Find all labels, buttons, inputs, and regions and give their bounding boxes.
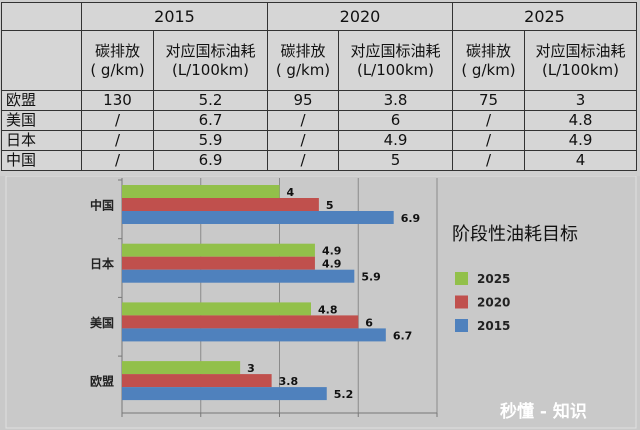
value-cell: /	[452, 130, 525, 151]
header-text: (L/100km)	[171, 60, 250, 79]
value-cell: 130	[81, 90, 154, 111]
table-row: 美国/6.7/6/4.8	[1, 110, 637, 131]
value-cell: 95	[267, 90, 339, 111]
bar-2025	[122, 243, 315, 257]
value-cell: 75	[452, 90, 525, 111]
header-text: 对应国标油耗	[165, 41, 256, 60]
value-cell: 3	[524, 90, 637, 111]
bar-2020	[122, 374, 272, 388]
data-label: 4.9	[322, 258, 342, 271]
fuel-consumption-header: 对应国标油耗 (L/100km)	[524, 30, 637, 91]
value-cell: 5.2	[153, 90, 268, 111]
value-cell: 3.8	[338, 90, 453, 111]
header-text: ( g/km)	[461, 60, 516, 79]
value-cell: /	[452, 110, 525, 131]
fuel-target-table: 2015 2020 2025 碳排放( g/km) 对应国标油耗 (L/100km)…	[1, 2, 637, 171]
watermark: 秒懂 - 知识	[500, 401, 587, 422]
bar-2015	[122, 211, 394, 224]
bar-2015	[122, 328, 386, 342]
table-row: 日本/5.9/4.9/4.9	[1, 130, 637, 151]
value-cell: 6	[338, 110, 453, 131]
value-cell: /	[267, 130, 339, 151]
fuel-consumption-header: 对应国标油耗 (L/100km)	[338, 30, 453, 91]
year-header: 2020	[267, 2, 453, 31]
fuel-consumption-header: 对应国标油耗 (L/100km)	[153, 30, 268, 91]
bar-2020	[122, 198, 319, 211]
header-text: ( g/km)	[275, 60, 331, 79]
header-text: (L/100km)	[541, 60, 620, 79]
category-label: 欧盟	[90, 374, 114, 389]
carbon-emission-header: 碳排放( g/km)	[267, 30, 339, 91]
chart-border	[5, 176, 637, 429]
bar-2025	[122, 361, 241, 375]
header-text: ( g/km)	[90, 60, 145, 79]
bar-2025	[122, 302, 311, 316]
table-row: 中国/6.9/5/4	[1, 150, 637, 171]
data-label: 3	[247, 362, 255, 375]
corner-cell	[1, 2, 82, 31]
data-label: 5	[326, 199, 334, 212]
data-label: 3.8	[279, 375, 299, 388]
region-cell: 日本	[1, 130, 82, 151]
value-cell: 4.9	[338, 130, 453, 151]
data-label: 6.7	[393, 329, 413, 342]
bar-2020	[122, 315, 359, 329]
carbon-emission-header: 碳排放( g/km)	[452, 30, 525, 91]
legend-label: 2020	[477, 296, 510, 310]
bar-2025	[122, 185, 280, 198]
value-cell: 4.9	[524, 130, 637, 151]
value-cell: /	[267, 150, 339, 171]
legend-swatch-2025	[455, 272, 468, 285]
bar-2015	[122, 387, 327, 401]
category-label: 美国	[90, 315, 114, 330]
year-header: 2015	[81, 2, 268, 31]
data-label: 4.9	[322, 245, 342, 258]
header-text: 碳排放	[280, 41, 326, 60]
value-cell: 5	[338, 150, 453, 171]
value-cell: 6.7	[153, 110, 268, 131]
value-cell: 4.8	[524, 110, 637, 131]
data-label: 5.9	[361, 271, 381, 284]
category-label: 中国	[90, 198, 114, 213]
header-text: 对应国标油耗	[535, 41, 626, 60]
data-label: 4.8	[318, 303, 338, 316]
region-cell: 美国	[1, 110, 82, 131]
value-cell: /	[267, 110, 339, 131]
header-text: 碳排放	[94, 41, 140, 60]
header-text: 对应国标油耗	[350, 41, 441, 60]
region-cell: 中国	[1, 150, 82, 171]
value-cell: 6.9	[153, 150, 268, 171]
header-text: 碳排放	[465, 41, 511, 60]
value-cell: /	[81, 110, 154, 131]
legend-swatch-2015	[455, 319, 468, 332]
legend-swatch-2020	[455, 295, 468, 309]
legend-label: 2015	[477, 319, 510, 333]
value-cell: /	[81, 150, 154, 171]
bar-2020	[122, 256, 315, 270]
year-header: 2025	[452, 2, 637, 31]
data-label: 4	[287, 186, 295, 199]
carbon-emission-header: 碳排放( g/km)	[81, 30, 154, 91]
fuel-target-chart: 中国 4 5 6.9 日本 4.94.9 5.9 美国 4.8 6 6.7 欧盟 3 3.8 5.2 阶段性油…	[0, 176, 640, 430]
value-cell: 5.9	[153, 130, 268, 151]
value-cell: /	[81, 130, 154, 151]
data-label: 6.9	[401, 212, 421, 225]
category-label: 日本	[90, 256, 114, 271]
chart-title: 阶段性油耗目标	[452, 224, 578, 245]
corner-cell	[1, 30, 82, 91]
value-cell: /	[452, 150, 525, 171]
header-text: (L/100km)	[356, 60, 435, 79]
data-label: 6	[365, 316, 373, 329]
legend-label: 2025	[477, 272, 510, 286]
bar-2015	[122, 269, 355, 283]
value-cell: 4	[524, 150, 637, 171]
table-row: 欧盟 130 5.2 95 3.8 75 3	[1, 90, 637, 111]
region-cell: 欧盟	[1, 90, 82, 111]
data-label: 5.2	[334, 388, 354, 401]
